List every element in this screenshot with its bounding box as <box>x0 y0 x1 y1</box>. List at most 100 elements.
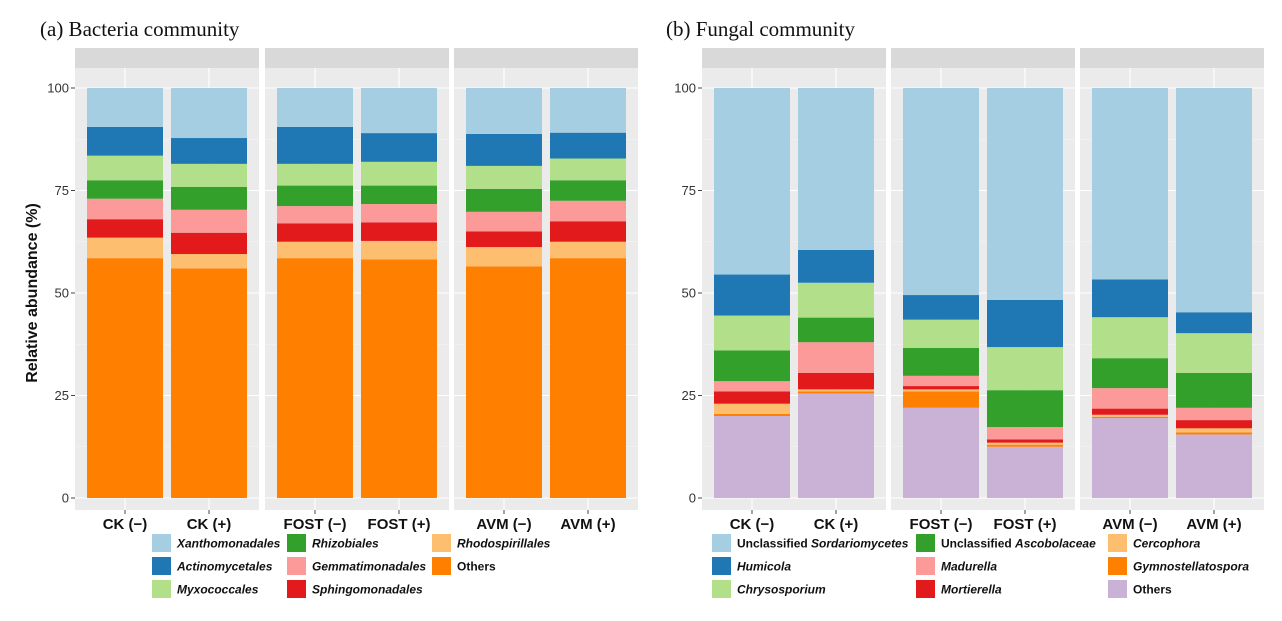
bar-segment-others <box>277 258 353 498</box>
bar-segment-gymnostellatospora <box>1176 432 1252 435</box>
legend-swatch <box>1108 580 1127 598</box>
bar-segment-unclassified-sordariomycetes <box>1176 88 1252 313</box>
bar-segment-others <box>171 268 247 498</box>
facet-panel: FOST (−) FOST (+) <box>265 48 449 533</box>
bar-segment-xanthomonadales <box>171 88 247 139</box>
bar-segment-gymnostellatospora <box>1092 416 1168 419</box>
bar-segment-mortierella <box>1176 420 1252 429</box>
legend-item-cercophora: Cercophora <box>1108 534 1201 552</box>
bar-segment-unclassified-sordariomycetes <box>798 88 874 250</box>
legend-item-unclassified-ascobolaceae: Unclassified Ascobolaceae <box>916 534 1096 552</box>
bar-segment-myxococcales <box>550 158 626 181</box>
y-tick-label: 75 <box>682 183 696 198</box>
legend-label: Madurella <box>941 560 997 574</box>
y-tick-label: 50 <box>682 286 696 301</box>
bar-segment-madurella <box>1092 388 1168 409</box>
bar-segment-mortierella <box>987 439 1063 443</box>
category-label-ck-minus: CK (−) <box>730 516 775 533</box>
legend-swatch <box>1108 557 1127 575</box>
bar-segment-actinomycetales <box>277 126 353 164</box>
legend-label: Xanthomonadales <box>176 537 281 551</box>
bar-segment-rhizobiales <box>277 185 353 207</box>
facet-panel: AVM (−) AVM (+) <box>1080 48 1264 533</box>
bar-segment-unclassified-sordariomycetes <box>987 88 1063 300</box>
facet-strip <box>265 48 449 68</box>
bar-segment-mortierella <box>1092 408 1168 415</box>
bar-segment-rhodospirillales <box>361 240 437 260</box>
bar-segment-gymnostellatospora <box>798 391 874 394</box>
bar-segment-madurella <box>1176 407 1252 421</box>
fungal-plot: 0 25 50 75 100 CK (−) CK (+) FOST (−) FOST (+) AV… <box>674 48 1264 533</box>
legend-label: Mortierella <box>941 583 1002 597</box>
bar-segment-others <box>361 259 437 498</box>
bar-segment-madurella <box>714 381 790 392</box>
bar-segment-rhodospirillales <box>466 247 542 267</box>
legend-swatch <box>712 534 731 552</box>
bar-segment-humicola <box>987 299 1063 348</box>
y-tick-label: 0 <box>62 491 69 506</box>
bar-segment-cercophora <box>1176 428 1252 433</box>
category-label-ck-plus: CK (+) <box>187 516 232 533</box>
bar-segment-unclassified-ascobolaceae <box>903 347 979 376</box>
bar-segment-others <box>798 393 874 498</box>
legend-swatch <box>287 534 306 552</box>
legend-swatch <box>712 580 731 598</box>
category-label-fost-minus: FOST (−) <box>284 516 347 533</box>
bar-segment-gymnostellatospora <box>903 391 979 408</box>
y-axis-label: Relative abundance (%) <box>24 203 41 383</box>
bar-segment-myxococcales <box>361 161 437 186</box>
bar-segment-cercophora <box>798 389 874 392</box>
legend-label: Chrysosporium <box>737 583 826 597</box>
bar-segment-gymnostellatospora <box>987 444 1063 447</box>
bar-segment-cercophora <box>714 403 790 414</box>
legend-label: Myxococcales <box>177 583 259 597</box>
legend-label: Unclassified Sordariomycetes <box>737 537 909 551</box>
bar-segment-rhodospirillales <box>87 237 163 259</box>
legend-swatch <box>152 534 171 552</box>
bar-segment-unclassified-ascobolaceae <box>798 317 874 343</box>
legend-item-humicola: Humicola <box>712 557 791 575</box>
category-label-avm-plus: AVM (+) <box>560 516 615 533</box>
bar-segment-myxococcales <box>277 163 353 186</box>
y-tick-label: 100 <box>47 81 69 96</box>
bar-segment-unclassified-ascobolaceae <box>1092 358 1168 389</box>
bar-segment-chrysosporium <box>987 347 1063 391</box>
fungal-panel-title: (b) Fungal community <box>666 17 855 41</box>
legend-label: Humicola <box>737 560 791 574</box>
bar-segment-gemmatimonadales <box>87 198 163 220</box>
bar-segment-gymnostellatospora <box>714 413 790 416</box>
bar-segment-mortierella <box>798 372 874 390</box>
bar-segment-myxococcales <box>87 155 163 181</box>
bar-segment-humicola <box>903 295 979 320</box>
legend-item-rhizobiales: Rhizobiales <box>287 534 379 552</box>
bar-segment-humicola <box>1176 312 1252 334</box>
legend-label: Rhodospirillales <box>457 537 551 551</box>
bar-segment-chrysosporium <box>1176 333 1252 373</box>
bar-segment-unclassified-sordariomycetes <box>714 88 790 275</box>
category-label-fost-minus: FOST (−) <box>910 516 973 533</box>
bar-segment-unclassified-sordariomycetes <box>1092 88 1168 280</box>
legend-label: Rhizobiales <box>312 537 379 551</box>
bar-segment-xanthomonadales <box>466 88 542 134</box>
bar-segment-madurella <box>903 375 979 387</box>
bacteria-panel: (a) Bacteria community Relative abundanc… <box>24 17 638 598</box>
bar-segment-actinomycetales <box>361 133 437 162</box>
legend-swatch <box>152 580 171 598</box>
bar-segment-actinomycetales <box>87 126 163 156</box>
bar-segment-rhizobiales <box>171 186 247 210</box>
y-tick-label: 50 <box>55 286 69 301</box>
bar-segment-madurella <box>798 342 874 373</box>
bar-segment-rhodospirillales <box>550 241 626 259</box>
bar-segment-xanthomonadales <box>277 88 353 127</box>
bar-segment-actinomycetales <box>550 132 626 159</box>
legend-swatch <box>1108 534 1127 552</box>
bar-segment-humicola <box>714 274 790 316</box>
facet-strip <box>75 48 259 68</box>
bar-segment-others <box>987 446 1063 498</box>
legend-item-sphingomonadales: Sphingomonadales <box>287 580 423 598</box>
bar-segment-others <box>1176 434 1252 498</box>
legend-label: Others <box>1133 583 1172 597</box>
bar-segment-rhizobiales <box>466 188 542 212</box>
bar-segment-sphingomonadales <box>361 222 437 241</box>
